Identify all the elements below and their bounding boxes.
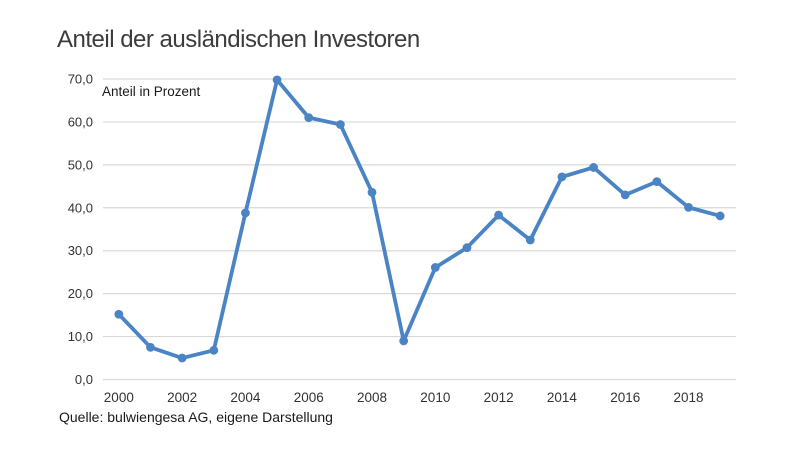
data-point	[620, 190, 630, 200]
data-point	[177, 353, 187, 363]
data-point	[399, 336, 409, 346]
data-point	[462, 243, 472, 253]
gridlines	[103, 78, 736, 381]
x-tick-label: 2000	[104, 390, 134, 405]
x-tick-label: 2006	[294, 390, 324, 405]
y-tick-label: 50,0	[68, 157, 93, 172]
y-tick-label: 10,0	[68, 329, 93, 344]
data-point	[430, 263, 440, 272]
y-tick-label: 0,0	[75, 372, 93, 387]
x-tick-label: 2002	[167, 390, 197, 405]
data-point	[304, 113, 314, 123]
x-tick-label: 2016	[610, 390, 640, 405]
x-tick-label: 2014	[547, 390, 578, 405]
source-caption: Quelle: bulwiengesa AG, eigene Darstellu…	[59, 409, 333, 425]
data-point	[146, 342, 155, 352]
x-tick-label: 2004	[230, 390, 261, 405]
data-point	[335, 120, 345, 129]
data-point	[684, 202, 693, 212]
data-point	[209, 345, 219, 355]
series-path	[116, 77, 723, 360]
data-point	[652, 177, 662, 186]
series-anteil	[114, 75, 725, 363]
chart-title: Anteil der ausländischen Investoren	[57, 26, 420, 53]
y-tick-label: 70,0	[68, 72, 93, 87]
data-point	[557, 172, 567, 182]
data-point	[494, 210, 504, 220]
x-tick-label: 2010	[420, 390, 450, 405]
data-point	[715, 211, 725, 221]
y-tick-label: 40,0	[68, 200, 93, 215]
x-tick-label: 2008	[357, 390, 387, 405]
y-tick-label: 30,0	[68, 243, 93, 258]
x-tick-label: 2018	[674, 390, 704, 405]
y-axis-tick-labels: 0,0 10,0 20,0 30,0 40,0 50,0 60,0 70,0	[68, 72, 93, 388]
data-point	[272, 75, 282, 85]
y-tick-label: 60,0	[68, 114, 93, 129]
y-tick-label: 20,0	[68, 286, 93, 301]
data-point	[589, 163, 598, 172]
data-point	[525, 235, 535, 245]
data-point	[241, 208, 250, 218]
x-axis-tick-labels: 2000 2002 2004 2006 2008 2010 2012 2014 2016 2018	[104, 390, 704, 405]
x-tick-label: 2012	[484, 390, 514, 405]
data-point	[367, 187, 377, 197]
y-axis-title: Anteil in Prozent	[102, 84, 201, 99]
data-point	[114, 309, 124, 319]
